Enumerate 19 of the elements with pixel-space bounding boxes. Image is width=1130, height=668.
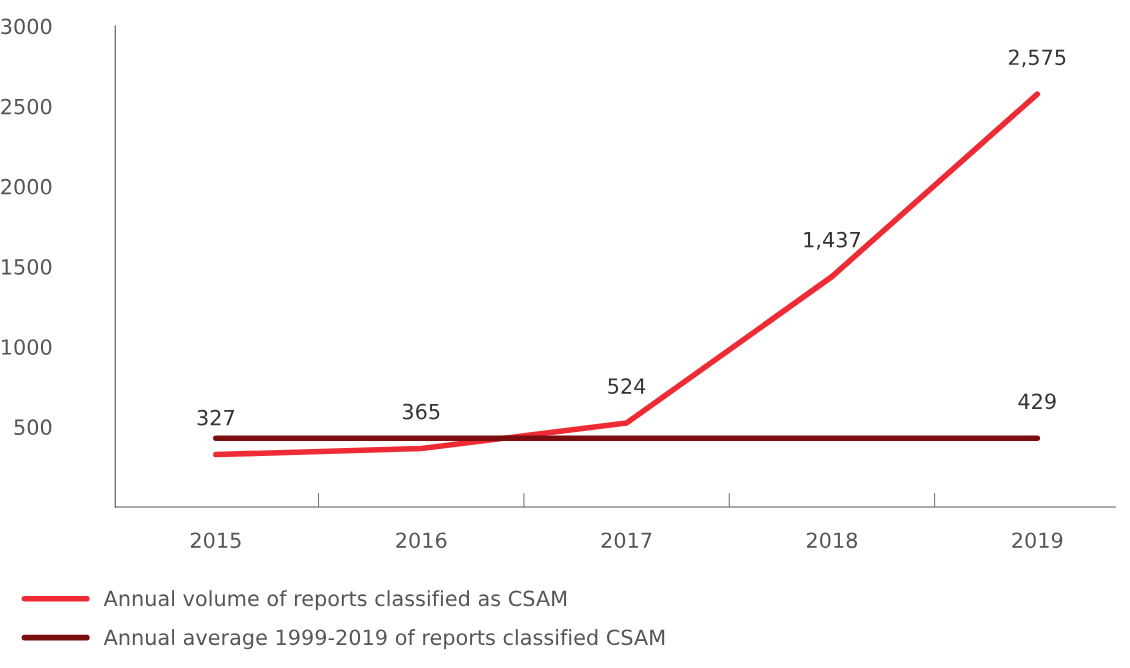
y-tick-label: 1000 — [2, 339, 52, 355]
data-label: 327 — [197, 409, 234, 426]
x-tick-label: 2015 — [190, 532, 241, 549]
data-label: 365 — [402, 403, 440, 420]
x-tick-label: 2019 — [1012, 532, 1063, 549]
y-tick-label: 500 — [14, 419, 52, 436]
data-label: 1,437 — [804, 231, 860, 250]
data-label: 2,575 — [1008, 49, 1066, 68]
y-tick-label: 3000 — [1, 18, 52, 35]
x-tick-label: 2017 — [601, 532, 652, 549]
legend-label: Annual volume of reports classified as CSAM — [103, 590, 567, 611]
x-tick-label: 2018 — [806, 532, 858, 549]
y-tick-label: 1500 — [2, 258, 52, 275]
y-tick-label: 2500 — [1, 98, 52, 115]
data-label: 429 — [1018, 393, 1056, 410]
legend-label: Annual average 1999-2019 of reports classified CSAM — [103, 629, 665, 650]
y-tick-label: 2000 — [1, 178, 52, 195]
data-label: 524 — [608, 378, 646, 394]
x-tick-label: 2016 — [396, 532, 447, 549]
